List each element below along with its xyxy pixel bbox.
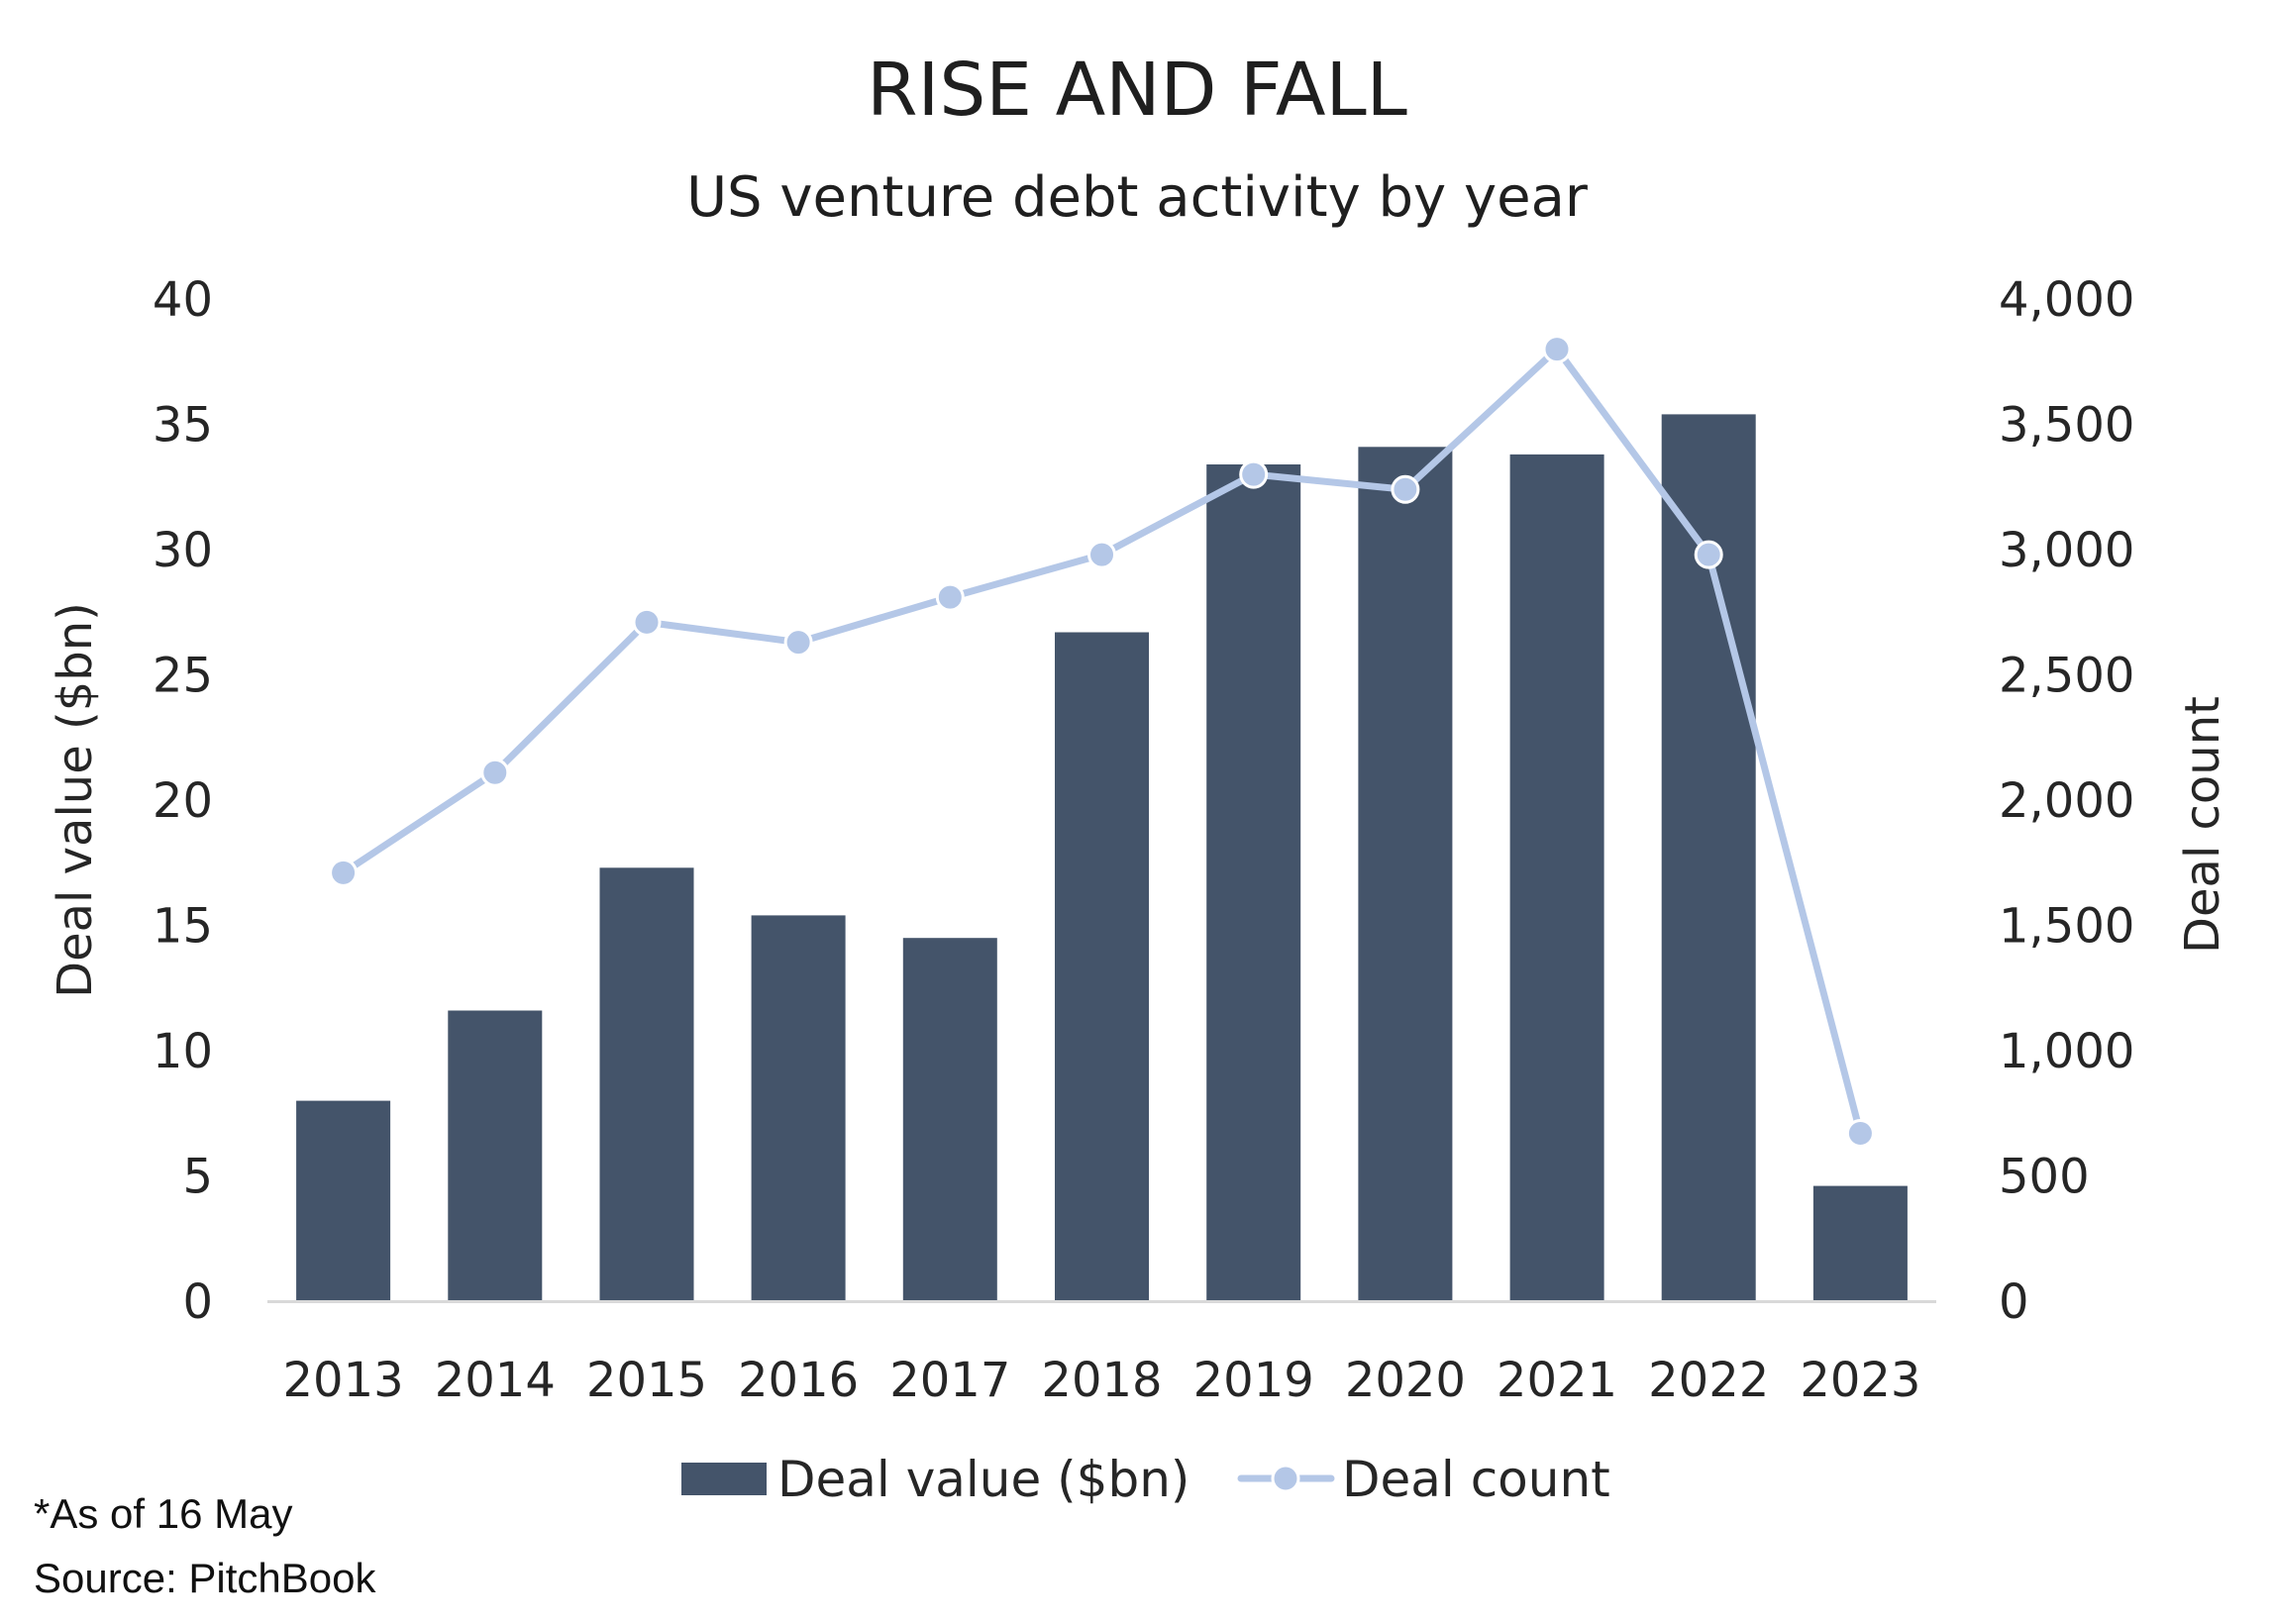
bar-2013 [296,1100,391,1301]
point-2017 [935,582,965,612]
point-2020 [1391,474,1420,504]
legend-swatch-deal-value [681,1463,767,1495]
left-tick-label: 35 [153,398,213,454]
legend-swatch-deal-count-marker [1271,1464,1300,1493]
bar-2015 [599,867,694,1301]
left-tick-label: 10 [153,1024,213,1079]
point-2021 [1542,335,1572,364]
right-tick-label: 2,500 [1999,649,2134,704]
point-2022 [1694,540,1723,569]
right-tick-label: 4,000 [1999,272,2134,328]
right-tick-label: 1,000 [1999,1024,2134,1079]
right-tick-label: 3,000 [1999,523,2134,578]
x-tick-label: 2019 [1193,1353,1314,1408]
chart-title: RISE AND FALL [867,48,1407,133]
bar-2019 [1206,464,1301,1301]
bar-2023 [1812,1185,1908,1301]
bar-2016 [751,915,846,1301]
legend: Deal value ($bn) Deal count [681,1451,1610,1508]
x-tick-label: 2013 [283,1353,404,1408]
chart-subtitle: US venture debt activity by year [686,165,1589,230]
point-2023 [1845,1119,1875,1148]
x-tick-label: 2014 [435,1353,556,1408]
right-axis-ticks: 0 500 1,000 1,500 2,000 2,500 3,000 3,500 4,000 [1999,272,2134,1330]
right-tick-label: 1,500 [1999,899,2134,955]
left-tick-label: 30 [153,523,213,578]
left-tick-label: 15 [153,899,213,955]
point-2018 [1087,540,1116,569]
right-axis-title: Deal count [2175,696,2230,954]
x-tick-label: 2020 [1345,1353,1466,1408]
point-2019 [1239,459,1269,489]
x-tick-label: 2018 [1041,1353,1162,1408]
x-tick-label: 2021 [1497,1353,1617,1408]
right-tick-label: 0 [1999,1274,2029,1330]
point-2016 [783,628,813,658]
x-tick-label: 2017 [889,1353,1010,1408]
legend-label-deal-count: Deal count [1342,1451,1610,1508]
left-tick-label: 0 [182,1274,213,1330]
right-tick-label: 2,000 [1999,773,2134,829]
x-tick-label: 2022 [1648,1353,1769,1408]
bar-2020 [1358,447,1453,1301]
left-axis-ticks: 0 5 10 15 20 25 30 35 40 [153,272,213,1330]
left-tick-label: 20 [153,773,213,829]
left-axis-title: Deal value ($bn) [48,602,103,998]
footnote-note: *As of 16 May [34,1490,293,1537]
right-tick-label: 500 [1999,1150,2090,1205]
bar-series-deal-value [296,414,1908,1301]
bar-2018 [1055,632,1149,1301]
x-tick-label: 2023 [1800,1353,1920,1408]
x-axis-ticks: 2013 2014 2015 2016 2017 2018 2019 2020 2021 2022… [283,1353,1921,1408]
bar-2017 [902,938,997,1301]
x-tick-label: 2016 [738,1353,859,1408]
left-tick-label: 5 [182,1150,213,1205]
point-2015 [632,607,662,637]
left-tick-label: 25 [153,649,213,704]
footnote-source: Source: PitchBook [34,1555,376,1601]
point-2014 [480,758,510,787]
legend-label-deal-value: Deal value ($bn) [777,1451,1189,1508]
line-series-deal-count [329,335,1875,1148]
bar-2014 [448,1010,543,1301]
x-tick-label: 2015 [586,1353,707,1408]
bar-2021 [1509,454,1604,1301]
point-2013 [329,858,359,887]
right-tick-label: 3,500 [1999,398,2134,454]
left-tick-label: 40 [153,272,213,328]
